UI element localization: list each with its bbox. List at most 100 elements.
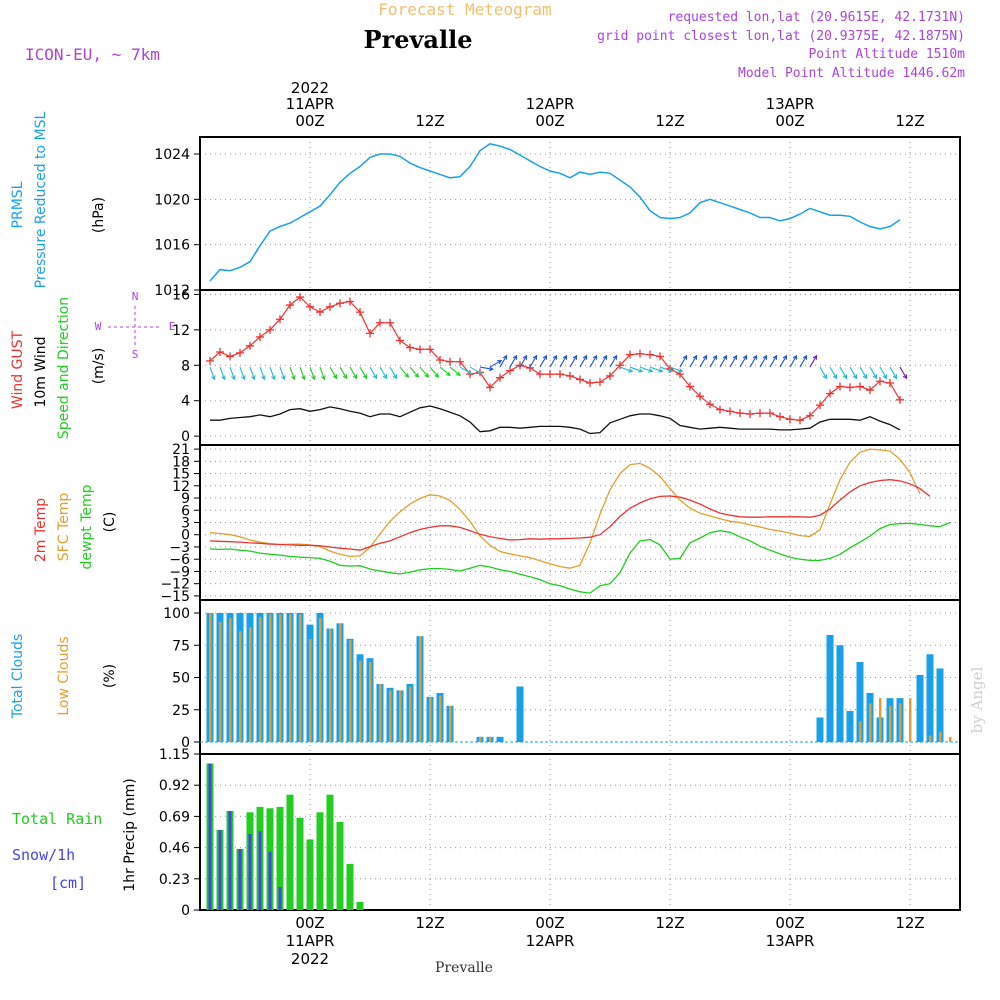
wind-direction-arrow: [789, 354, 798, 368]
gust-point: [406, 343, 414, 352]
snow-bar: [268, 851, 272, 910]
y-tick-label: 9: [181, 491, 190, 507]
wind-direction-arrow: [279, 366, 286, 381]
wind-direction-arrow: [639, 366, 654, 373]
gust-point: [416, 345, 424, 354]
wind-direction-arrow: [739, 354, 748, 368]
wind-direction-arrow: [319, 366, 326, 381]
wind-direction-arrow: [519, 354, 528, 368]
time-label-top-hour: 12Z: [415, 112, 444, 130]
temp-label-dewpt: dewpt Temp: [79, 484, 95, 569]
gust-point: [606, 371, 614, 380]
wind-direction-arrow: [649, 366, 664, 373]
wind-direction-arrow: [579, 354, 588, 368]
wind-direction-arrow: [819, 366, 828, 380]
low-cloud-bar: [299, 614, 302, 742]
gust-point: [276, 315, 284, 324]
wind-direction-arrow: [289, 366, 296, 381]
y-tick-label: 21: [172, 442, 190, 458]
y-tick-label: 0: [181, 429, 190, 445]
wind-label-10m: 10m Wind: [33, 336, 49, 407]
watermark: by Angel: [968, 666, 986, 733]
wind-direction-arrow: [229, 366, 236, 381]
wind-direction-arrow: [459, 366, 473, 375]
y-tick-label: 8: [181, 358, 190, 374]
low-cloud-bar: [369, 662, 372, 742]
wind-direction-arrow: [449, 366, 461, 377]
location-title: Prevalle: [364, 25, 473, 54]
y-tick-label: 1016: [154, 238, 190, 254]
wind-direction-arrow: [709, 354, 718, 368]
gust-point: [586, 379, 594, 387]
gust-point: [706, 400, 714, 409]
compass-rose: N S W E: [95, 290, 176, 361]
total-cloud-bar: [856, 662, 864, 742]
wind-direction-arrow: [599, 354, 608, 368]
temp-label-unit: (C): [102, 512, 118, 533]
temp-label-sfc: SFC Temp: [56, 493, 72, 562]
y-tick-label: −12: [160, 577, 190, 593]
pressure-label-prmsl: PRMSL: [10, 181, 26, 228]
time-label-top-year: 2022: [291, 79, 329, 97]
gust-point: [796, 416, 804, 425]
model-label: ICON-EU, ~ 7km: [25, 45, 160, 64]
gust-point: [506, 366, 514, 375]
gust-point: [536, 370, 544, 379]
time-label-bottom-hour: 00Z: [775, 914, 804, 932]
panel-pressure: 1024 1020 1016 1012: [154, 136, 961, 299]
wind-direction-arrow: [699, 354, 708, 368]
y-tick-label: 18: [172, 454, 190, 470]
wind-direction-arrow: [809, 354, 818, 368]
gust-point: [646, 350, 654, 359]
gust-point: [836, 382, 844, 391]
y-tick-label: 0.46: [159, 841, 190, 857]
wind-direction-arrow: [329, 366, 338, 380]
gust-point: [886, 379, 894, 387]
wind-direction-arrow: [769, 354, 778, 368]
wind-direction-arrow: [239, 366, 246, 381]
wind-label-unit: (m/s): [91, 348, 107, 385]
gust-point: [696, 392, 704, 401]
panel-wind: 16 12 8 4 0: [172, 287, 961, 446]
panel-frame: [199, 136, 961, 291]
precip-legend-rain: Total Rain: [12, 810, 102, 828]
snow-bar: [208, 763, 212, 910]
wind-direction-arrow: [269, 366, 276, 381]
wind-direction-arrow: [369, 366, 378, 380]
wind-direction-arrow: [389, 366, 398, 380]
y-tick-label: 0: [181, 528, 190, 544]
wind-direction-arrow: [399, 366, 410, 378]
wind-direction-arrow: [339, 366, 348, 380]
y-tick-label: 75: [172, 638, 190, 654]
chart-panels: 10241020101610121612840211815129630−3−6−…: [154, 136, 961, 919]
snow-bar: [228, 810, 232, 910]
time-label-top-hour: 12Z: [895, 112, 924, 130]
wind-direction-arrow: [669, 366, 684, 373]
y-tick-label: 0.92: [159, 778, 190, 794]
compass-south: S: [132, 348, 139, 361]
low-cloud-bar: [869, 703, 872, 742]
wind-direction-arrow: [379, 366, 388, 380]
low-cloud-bar: [209, 613, 212, 742]
y-tick-label: 0.69: [159, 809, 190, 825]
y-tick-label: 6: [181, 503, 190, 519]
wind-speed-line: [210, 405, 901, 435]
wind-direction-arrow: [439, 366, 451, 377]
wind-direction-arrow: [629, 366, 644, 373]
wind-direction-arrow: [559, 354, 568, 368]
wind-direction-arrow: [869, 366, 878, 380]
gust-point: [456, 357, 464, 366]
low-cloud-bar: [269, 614, 272, 742]
y-tick-label: 25: [172, 703, 190, 719]
gust-point: [596, 378, 604, 387]
gust-point: [226, 352, 234, 361]
y-tick-label: 100: [163, 606, 190, 622]
y-tick-label: 1020: [154, 192, 190, 208]
gust-point: [566, 371, 574, 380]
total-cloud-bar: [496, 736, 504, 742]
y-tick-label: 50: [172, 671, 190, 687]
gust-point: [316, 308, 324, 317]
gust-point: [366, 329, 374, 338]
wind-direction-arrow: [549, 354, 558, 368]
wind-direction-arrow: [409, 366, 420, 378]
